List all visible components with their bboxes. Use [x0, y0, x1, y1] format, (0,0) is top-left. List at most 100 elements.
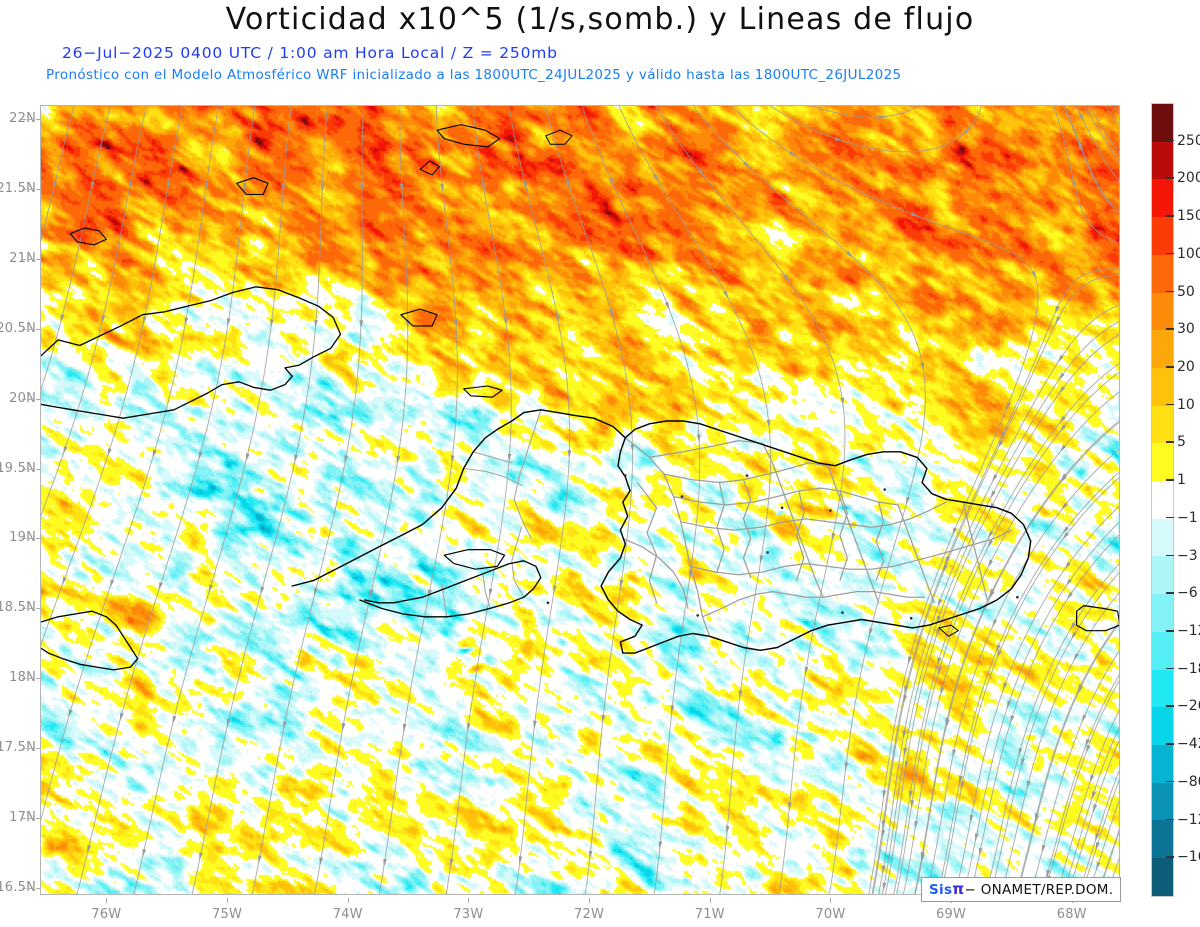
latitude-tick-mark — [22, 188, 26, 190]
province-boundary — [672, 487, 899, 506]
streamline-arrowhead — [383, 858, 387, 868]
colorbar-tick-mark — [1166, 139, 1174, 142]
streamline-arrowhead — [881, 829, 886, 839]
coastline-tortuga-island — [463, 385, 503, 398]
streamline — [40, 105, 111, 395]
streamline — [884, 333, 1120, 895]
colorbar-tick-mark — [1166, 290, 1174, 293]
streamline-arrowhead — [1085, 739, 1090, 748]
streamline-arrowhead — [553, 585, 557, 594]
city-marker — [883, 488, 886, 491]
streamline-arrowhead — [987, 531, 994, 540]
map-plot-area[interactable] — [40, 105, 1120, 895]
map-and-streamline-overlay — [40, 105, 1120, 895]
streamline-arrowhead — [109, 579, 115, 588]
streamline — [985, 562, 1120, 895]
streamline-arrowhead — [1065, 578, 1072, 587]
streamline-arrowhead — [320, 183, 325, 192]
colorbar-tick-mark — [1166, 554, 1174, 557]
streamline — [878, 304, 1120, 895]
streamline-arrowhead — [979, 847, 983, 857]
streamline-arrowhead — [1073, 653, 1079, 662]
streamline-arrowhead — [1002, 682, 1008, 691]
streamline-arrowhead — [245, 453, 250, 462]
streamline-arrowhead — [199, 852, 203, 861]
colorbar-tick-mark — [1166, 479, 1174, 481]
streamline — [1055, 707, 1120, 895]
streamline-arrowhead — [1078, 110, 1084, 119]
streamline-arrowhead — [831, 532, 836, 542]
latitude-tick-label: 21.5N — [0, 180, 36, 196]
streamline-arrowhead — [882, 882, 887, 891]
streamline-arrowhead — [696, 434, 701, 443]
colorbar-tick-mark — [1166, 403, 1174, 406]
province-boundary — [742, 479, 752, 579]
colorbar-tick-mark — [1166, 630, 1174, 632]
streamline-arrowhead — [725, 826, 730, 835]
attribution-separator: − — [964, 882, 977, 898]
latitude-tick-mark — [29, 468, 33, 470]
coastline-islet-north — [69, 227, 107, 246]
streamline-arrowhead — [565, 180, 570, 189]
latitude-tick-label: 17N — [9, 810, 36, 826]
streamline-arrowhead — [840, 397, 844, 406]
latitude-tick-mark — [36, 468, 40, 470]
colorbar-band — [1152, 707, 1173, 745]
streamline-arrowhead — [1096, 862, 1101, 871]
streamline-arrowhead — [399, 183, 404, 193]
latitude-tick-mark — [29, 118, 33, 120]
streamline-arrowhead — [403, 723, 407, 733]
streamline-arrowhead — [743, 161, 751, 169]
streamline-arrowhead — [53, 180, 57, 190]
streamline-arrowhead — [158, 582, 163, 591]
streamline-arrowhead — [937, 657, 942, 666]
streamline — [963, 520, 1120, 895]
colorbar[interactable] — [1151, 103, 1174, 897]
streamline-arrowhead — [1077, 685, 1083, 694]
streamline-arrowhead — [360, 183, 364, 193]
coastline-cuba — [40, 286, 342, 419]
streamline-arrowhead — [63, 446, 68, 455]
streamline — [508, 105, 571, 895]
streamline — [1063, 105, 1120, 214]
streamline-arrowhead — [518, 856, 523, 865]
streamline — [969, 533, 1120, 895]
latitude-tick-mark — [29, 258, 33, 260]
streamline — [76, 105, 256, 895]
streamline-arrowhead — [601, 714, 606, 724]
streamline-arrowhead — [142, 848, 147, 858]
streamline-arrowhead — [91, 181, 95, 190]
latitude-tick-label: 20N — [9, 390, 36, 406]
streamline-arrowhead — [904, 685, 909, 695]
latitude-tick-label: 18N — [9, 670, 36, 686]
streamline-arrowhead — [344, 455, 349, 464]
streamline-arrowhead — [152, 449, 157, 459]
province-boundary — [648, 439, 764, 459]
streamline-arrowhead — [903, 747, 908, 757]
streamline-arrowhead — [503, 317, 508, 326]
colorbar-band — [1152, 518, 1173, 557]
city-marker — [624, 474, 627, 477]
colorbar-band — [1152, 104, 1173, 142]
streamline-arrowhead — [920, 362, 925, 371]
streamline-arrowhead — [963, 126, 971, 134]
streamline-arrowhead — [903, 695, 908, 704]
streamline-arrowhead — [1059, 444, 1067, 453]
coastline-haiti-peninsula — [359, 560, 542, 618]
streamline-arrowhead — [759, 555, 764, 564]
latitude-tick-label: 16.5N — [0, 880, 36, 895]
streamline — [191, 105, 328, 895]
streamline-arrowhead — [1092, 804, 1098, 813]
city-marker — [546, 601, 550, 605]
coastline-gonave-island — [443, 549, 506, 570]
latitude-tick-mark — [36, 818, 40, 820]
colorbar-tick-label: 100 — [1177, 245, 1200, 262]
streamline-arrowhead — [1018, 747, 1023, 757]
longitude-tick-label: 69W — [936, 907, 967, 922]
streamline-arrowhead — [881, 820, 886, 829]
streamline-arrowhead — [960, 781, 965, 791]
streamline-arrowhead — [1059, 424, 1066, 433]
streamline-arrowheads-group — [53, 110, 1101, 895]
streamline-arrowhead — [804, 666, 809, 676]
longitude-tick-mark — [106, 898, 108, 903]
